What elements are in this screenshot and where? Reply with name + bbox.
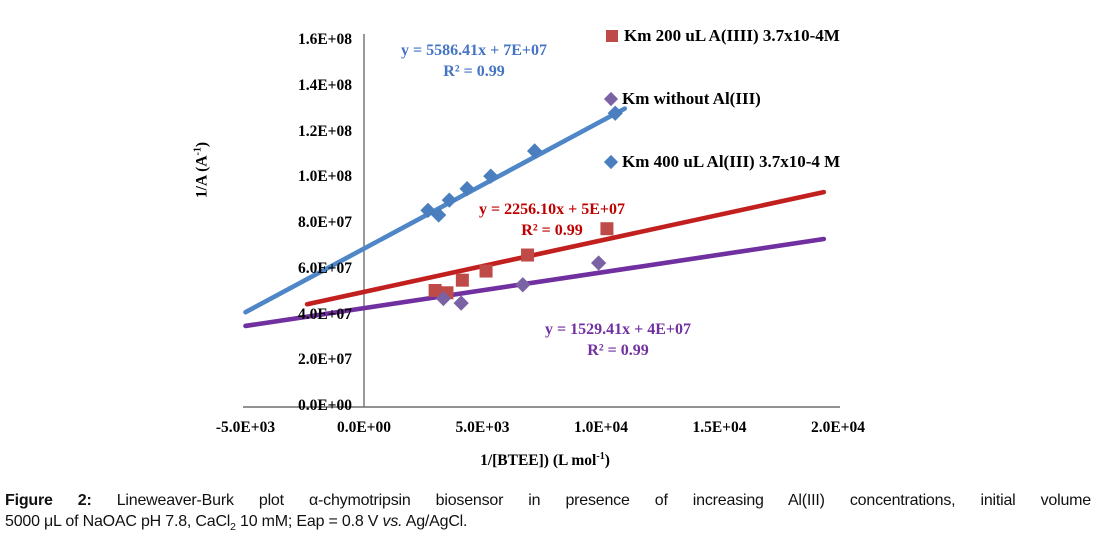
- x-tick-label: 2.0E+04: [810, 419, 866, 436]
- equation-text: y = 1529.41x + 4E+07: [544, 321, 692, 338]
- r-squared-text: R² = 0.99: [443, 63, 505, 80]
- y-tick-label: 1.0E+08: [297, 168, 352, 186]
- y-tick-label: 8.0E+07: [297, 214, 352, 231]
- r-squared-text: R² = 0.99: [587, 342, 649, 359]
- equation-text: y = 5586.41x + 7E+07: [400, 42, 548, 59]
- caption-line-1: Figure 2: Lineweaver-Burk plot α-chymotr…: [5, 492, 1092, 509]
- legend-diamond-marker-icon: [603, 91, 619, 107]
- y-tick-label: 1.6E+08: [297, 31, 352, 48]
- x-tick-label: 1.0E+04: [573, 419, 629, 436]
- legend-label: Km 400 uL Al(III) 3.7x10-4 M: [622, 152, 841, 171]
- caption-line-2: 5000 μL of NaOAC pH 7.8, CaCl2 10 mM; Ea…: [5, 513, 468, 534]
- equation-text: y = 2256.10x + 5E+07: [478, 201, 626, 218]
- data-point-km-200ul-aliii: [455, 273, 469, 287]
- legend-item-km-without: Km without Al(III): [603, 89, 761, 109]
- y-tick-label: 6.0E+07: [297, 259, 352, 277]
- equation-label-red: y = 2256.10x + 5E+07 R² = 0.99: [452, 199, 652, 241]
- data-point-km-without-aliii: [590, 255, 607, 271]
- legend-item-km-400ul: Km 400 uL Al(III) 3.7x10-4 M: [603, 152, 841, 172]
- data-point-km-without-aliii: [453, 295, 469, 311]
- trendline-km-200ul-aliii: [304, 189, 827, 307]
- y-tick-label: 2.0E+07: [297, 351, 352, 369]
- x-tick-label: 5.0E+03: [455, 419, 510, 436]
- y-tick-label: 0.0E+00: [297, 397, 352, 414]
- data-point-km-200ul-aliii: [521, 248, 535, 262]
- figure-caption: Figure 2: Lineweaver-Burk plot α-chymotr…: [5, 490, 1091, 538]
- data-point-km-400ul-aliii: [483, 168, 499, 184]
- data-point-km-without-aliii: [515, 277, 531, 293]
- data-point-km-400ul-aliii: [527, 143, 543, 159]
- data-point-km-200ul-aliii: [600, 222, 614, 236]
- trendline-km-without-aliii: [243, 236, 827, 329]
- x-tick-label: 1.5E+04: [692, 419, 747, 436]
- plot-canvas: [243, 34, 840, 408]
- x-tick-label: -5.0E+03: [215, 419, 276, 436]
- x-axis-title: 1/[BTEE]) (L mol-1): [480, 451, 610, 470]
- y-tick-label: 1.4E+08: [297, 76, 352, 94]
- legend-diamond-marker-icon: [603, 154, 619, 170]
- legend-label: Km without Al(III): [622, 89, 761, 108]
- legend-label: Km 200 uL A(IIII) 3.7x10-4M: [624, 26, 840, 45]
- chart-area: 1/A (A-1) 1/[BTEE]) (L mol-1) y = 5586.4…: [192, 26, 866, 470]
- y-axis-title: 1/A (A-1): [192, 141, 211, 199]
- legend-item-km-200ul: Km 200 uL A(IIII) 3.7x10-4M: [606, 26, 840, 46]
- data-point-km-200ul-aliii: [428, 283, 442, 297]
- caption-figure-label: Figure 2:: [5, 492, 92, 509]
- data-point-km-200ul-aliii: [479, 264, 493, 278]
- r-squared-text: R² = 0.99: [521, 222, 583, 239]
- y-tick-label: 4.0E+07: [297, 305, 352, 323]
- y-tick-label: 1.2E+08: [297, 122, 352, 140]
- equation-label-purple: y = 1529.41x + 4E+07 R² = 0.99: [510, 319, 726, 361]
- equation-label-blue: y = 5586.41x + 7E+07 R² = 0.99: [368, 40, 580, 82]
- x-tick-label: 0.0E+00: [336, 419, 392, 436]
- legend-square-marker-icon: [606, 30, 618, 42]
